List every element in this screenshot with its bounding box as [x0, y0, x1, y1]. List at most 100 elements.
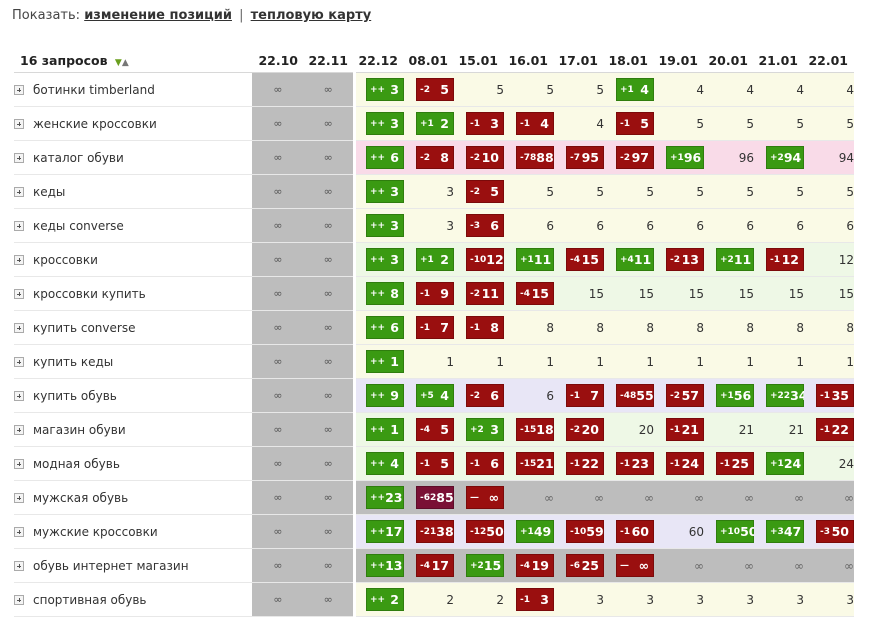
position-value: ∞ — [273, 287, 283, 300]
position-cell: 6 — [604, 208, 654, 243]
position-value: 5 — [796, 184, 804, 199]
position-value: 4 — [746, 82, 754, 97]
position-cell: 5 — [554, 174, 604, 209]
link-position-changes[interactable]: изменение позиций — [84, 8, 232, 23]
position-value: ∞ — [273, 117, 283, 130]
position-cell: 1 — [754, 344, 804, 379]
position-cell: ++ 17 — [354, 514, 404, 549]
date-header: 22.01 — [804, 48, 854, 73]
position-cell: ∞ — [304, 208, 356, 243]
plus-square-icon[interactable] — [14, 391, 24, 401]
plus-square-icon[interactable] — [14, 85, 24, 95]
sort-arrows-icon[interactable]: ▼▲ — [114, 57, 129, 68]
position-cell: -78 88 — [504, 140, 554, 175]
position-cell: ∞ — [252, 208, 304, 243]
plus-square-icon[interactable] — [14, 425, 24, 435]
position-value: 6 — [490, 218, 499, 233]
position-value: 8 — [746, 320, 754, 335]
table-row: кеды converse ∞ ∞ ++ 3 3 -3 6 6 6 6 6 6 6 6 — [14, 208, 854, 243]
position-cell: -2 11 — [454, 276, 504, 311]
position-value: 5 — [746, 184, 754, 199]
plus-square-icon[interactable] — [14, 221, 24, 231]
position-cell: 8 — [504, 310, 554, 345]
query-count-header[interactable]: 16 запросов ▼▲ — [14, 48, 252, 73]
position-cell: ++ 8 — [354, 276, 404, 311]
plus-square-icon[interactable] — [14, 187, 24, 197]
delta-value: -12 — [470, 526, 487, 537]
position-cell: ∞ — [304, 446, 356, 481]
position-cell: 15 — [754, 276, 804, 311]
position-cell: -48 55 — [604, 378, 654, 413]
position-down-badge: -1 3 — [516, 588, 554, 611]
position-down-badge: -4 19 — [516, 554, 554, 577]
position-value: ∞ — [488, 490, 499, 505]
position-value: 18 — [536, 422, 554, 437]
position-cell: ∞ — [554, 480, 604, 515]
delta-value: +1 — [420, 118, 434, 129]
plus-square-icon[interactable] — [14, 527, 24, 537]
position-cell: 1 — [654, 344, 704, 379]
position-value: 5 — [796, 116, 804, 131]
position-value: 3 — [540, 592, 549, 607]
position-down-badge: -1 22 — [816, 418, 854, 441]
position-cell: +1 2 — [404, 242, 454, 277]
position-value: 5 — [846, 116, 854, 131]
plus-square-icon[interactable] — [14, 289, 24, 299]
position-cell: +2 15 — [454, 548, 504, 583]
date-header: 20.01 — [704, 48, 754, 73]
position-value: 3 — [846, 592, 854, 607]
position-value: 3 — [596, 592, 604, 607]
table-header-row: 16 запросов ▼▲ 22.10 22.11 22.12 08.01 15.01… — [14, 48, 854, 73]
position-down-badge: -4 15 — [566, 248, 604, 271]
position-value: 8 — [596, 320, 604, 335]
position-value: 55 — [636, 388, 654, 403]
position-value: 25 — [731, 456, 749, 471]
position-up-badge: ++ 3 — [366, 112, 404, 135]
position-value: 15 — [531, 286, 549, 301]
position-value: ∞ — [323, 559, 333, 572]
table-row: кеды ∞ ∞ ++ 3 3 -2 5 5 5 5 5 5 5 5 — [14, 174, 854, 209]
table-row: купить converse ∞ ∞ ++ 6 -1 7 -1 8 8 8 8 8 8 8 8 — [14, 310, 854, 345]
delta-value: -1 — [620, 458, 630, 469]
position-value: ∞ — [744, 558, 754, 573]
position-value: 25 — [581, 558, 599, 573]
position-down-badge: -1 23 — [616, 452, 654, 475]
position-value: ∞ — [273, 491, 283, 504]
plus-square-icon[interactable] — [14, 119, 24, 129]
table-row: мужская обувь ∞ ∞ ++ 23 -62 85— ∞ ∞ ∞ ∞ ∞ ∞ ∞ ∞ — [14, 480, 854, 515]
position-cell: ∞ — [252, 310, 304, 345]
link-heatmap[interactable]: тепловую карту — [250, 8, 372, 23]
position-value: 12 — [781, 252, 799, 267]
position-cell: 6 — [554, 208, 604, 243]
plus-square-icon[interactable] — [14, 255, 24, 265]
position-value: 4 — [390, 456, 399, 471]
position-up-badge: ++ 23 — [366, 486, 404, 509]
date-header: 16.01 — [504, 48, 554, 73]
position-cell: -2 8 — [404, 140, 454, 175]
position-value: 60 — [688, 524, 704, 539]
delta-value: +1 — [670, 152, 684, 163]
position-cell: 21 — [754, 412, 804, 447]
plus-square-icon[interactable] — [14, 153, 24, 163]
position-cell: 1 — [804, 344, 854, 379]
position-value: 24 — [838, 456, 854, 471]
plus-square-icon[interactable] — [14, 323, 24, 333]
plus-square-icon[interactable] — [14, 459, 24, 469]
position-cell: 96 — [704, 140, 754, 175]
position-cell: -2 5 — [454, 174, 504, 209]
plus-square-icon[interactable] — [14, 561, 24, 571]
position-value: 1 — [546, 354, 554, 369]
position-value: 3 — [390, 252, 399, 267]
position-up-badge: +1 2 — [416, 248, 454, 271]
position-cell: -4 15 — [554, 242, 604, 277]
position-cell: ++ 9 — [354, 378, 404, 413]
position-value: ∞ — [273, 185, 283, 198]
position-down-badge: -48 55 — [616, 384, 654, 407]
position-up-badge: ++ 17 — [366, 520, 404, 543]
plus-square-icon[interactable] — [14, 357, 24, 367]
query-text: обувь интернет магазин — [33, 558, 189, 573]
plus-square-icon[interactable] — [14, 595, 24, 605]
position-value: 5 — [646, 184, 654, 199]
plus-square-icon[interactable] — [14, 493, 24, 503]
position-cell: ++ 6 — [354, 140, 404, 175]
